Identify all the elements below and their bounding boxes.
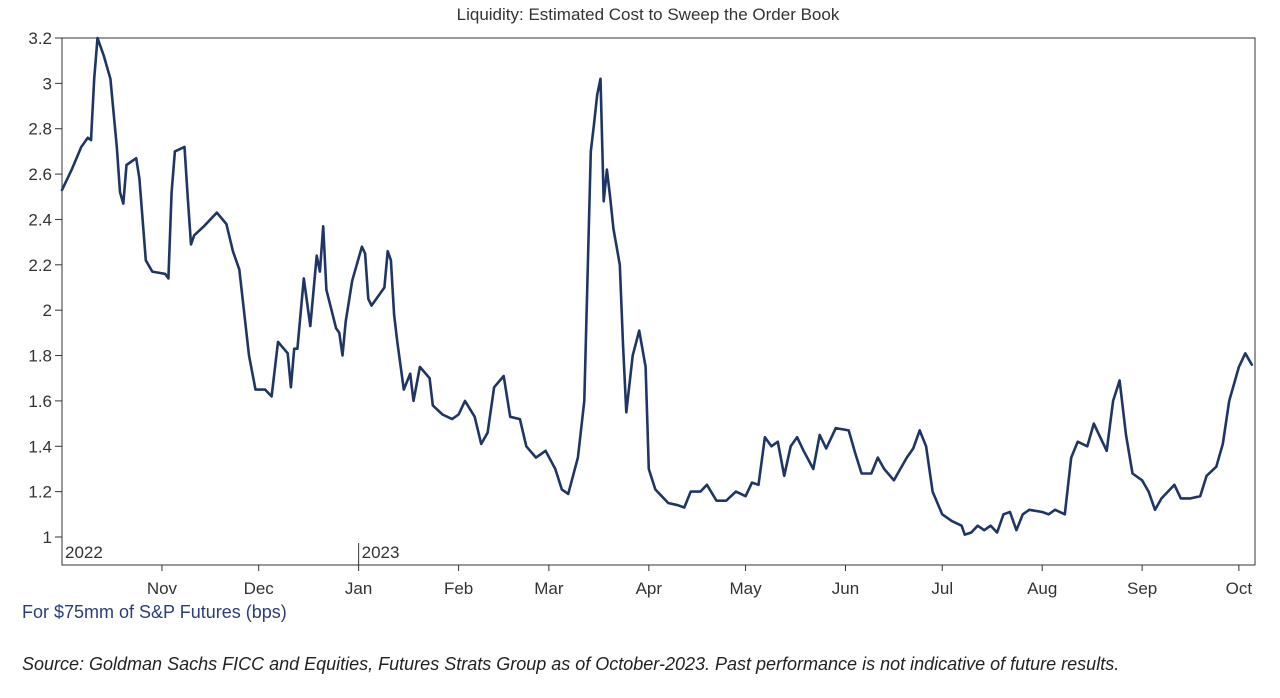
x-tick-label: Jan — [345, 579, 372, 598]
x-tick-label: Mar — [534, 579, 564, 598]
y-tick-label: 1.2 — [28, 483, 52, 502]
y-tick-label: 3 — [43, 74, 52, 93]
x-tick-label: Nov — [147, 579, 178, 598]
y-tick-label: 1.6 — [28, 392, 52, 411]
series-group — [60, 36, 1254, 537]
x-axis: Nov Dec Jan Feb Mar Apr May Jun Jul Aug Sep Oct — [147, 565, 1253, 598]
y-tick-label: 2.8 — [28, 120, 52, 139]
line-chart: Liquidity: Estimated Cost to Sweep the O… — [28, 5, 1256, 598]
year-labels: 2022 2023 — [61, 543, 400, 565]
y-tick-label: 3.2 — [28, 29, 52, 48]
y-tick-label: 1 — [43, 528, 52, 547]
year-label: 2023 — [362, 543, 400, 562]
y-tick-label: 2.2 — [28, 256, 52, 275]
x-tick-label: May — [729, 579, 762, 598]
x-tick-label: Apr — [636, 579, 663, 598]
x-tick-label: Feb — [444, 579, 473, 598]
year-label: 2022 — [65, 543, 103, 562]
series-line — [60, 36, 1254, 537]
source-note: Source: Goldman Sachs FICC and Equities,… — [22, 654, 1120, 674]
y-tick-label: 2.4 — [28, 210, 52, 229]
x-tick-label: Jul — [931, 579, 953, 598]
x-tick-label: Sep — [1127, 579, 1157, 598]
x-tick-label: Oct — [1226, 579, 1253, 598]
x-tick-label: Aug — [1027, 579, 1057, 598]
y-axis: 1 1.2 1.4 1.6 1.8 2 2.2 2.4 2.6 2.8 3 3.2 — [28, 29, 62, 547]
y-axis-unit-note: For $75mm of S&P Futures (bps) — [22, 602, 287, 622]
y-tick-label: 1.8 — [28, 347, 52, 366]
plot-area — [61, 37, 1256, 566]
x-tick-label: Dec — [244, 579, 275, 598]
y-tick-label: 2.6 — [28, 165, 52, 184]
chart-title: Liquidity: Estimated Cost to Sweep the O… — [457, 5, 840, 24]
x-tick-label: Jun — [832, 579, 859, 598]
y-tick-label: 1.4 — [28, 437, 52, 456]
y-tick-label: 2 — [43, 301, 52, 320]
